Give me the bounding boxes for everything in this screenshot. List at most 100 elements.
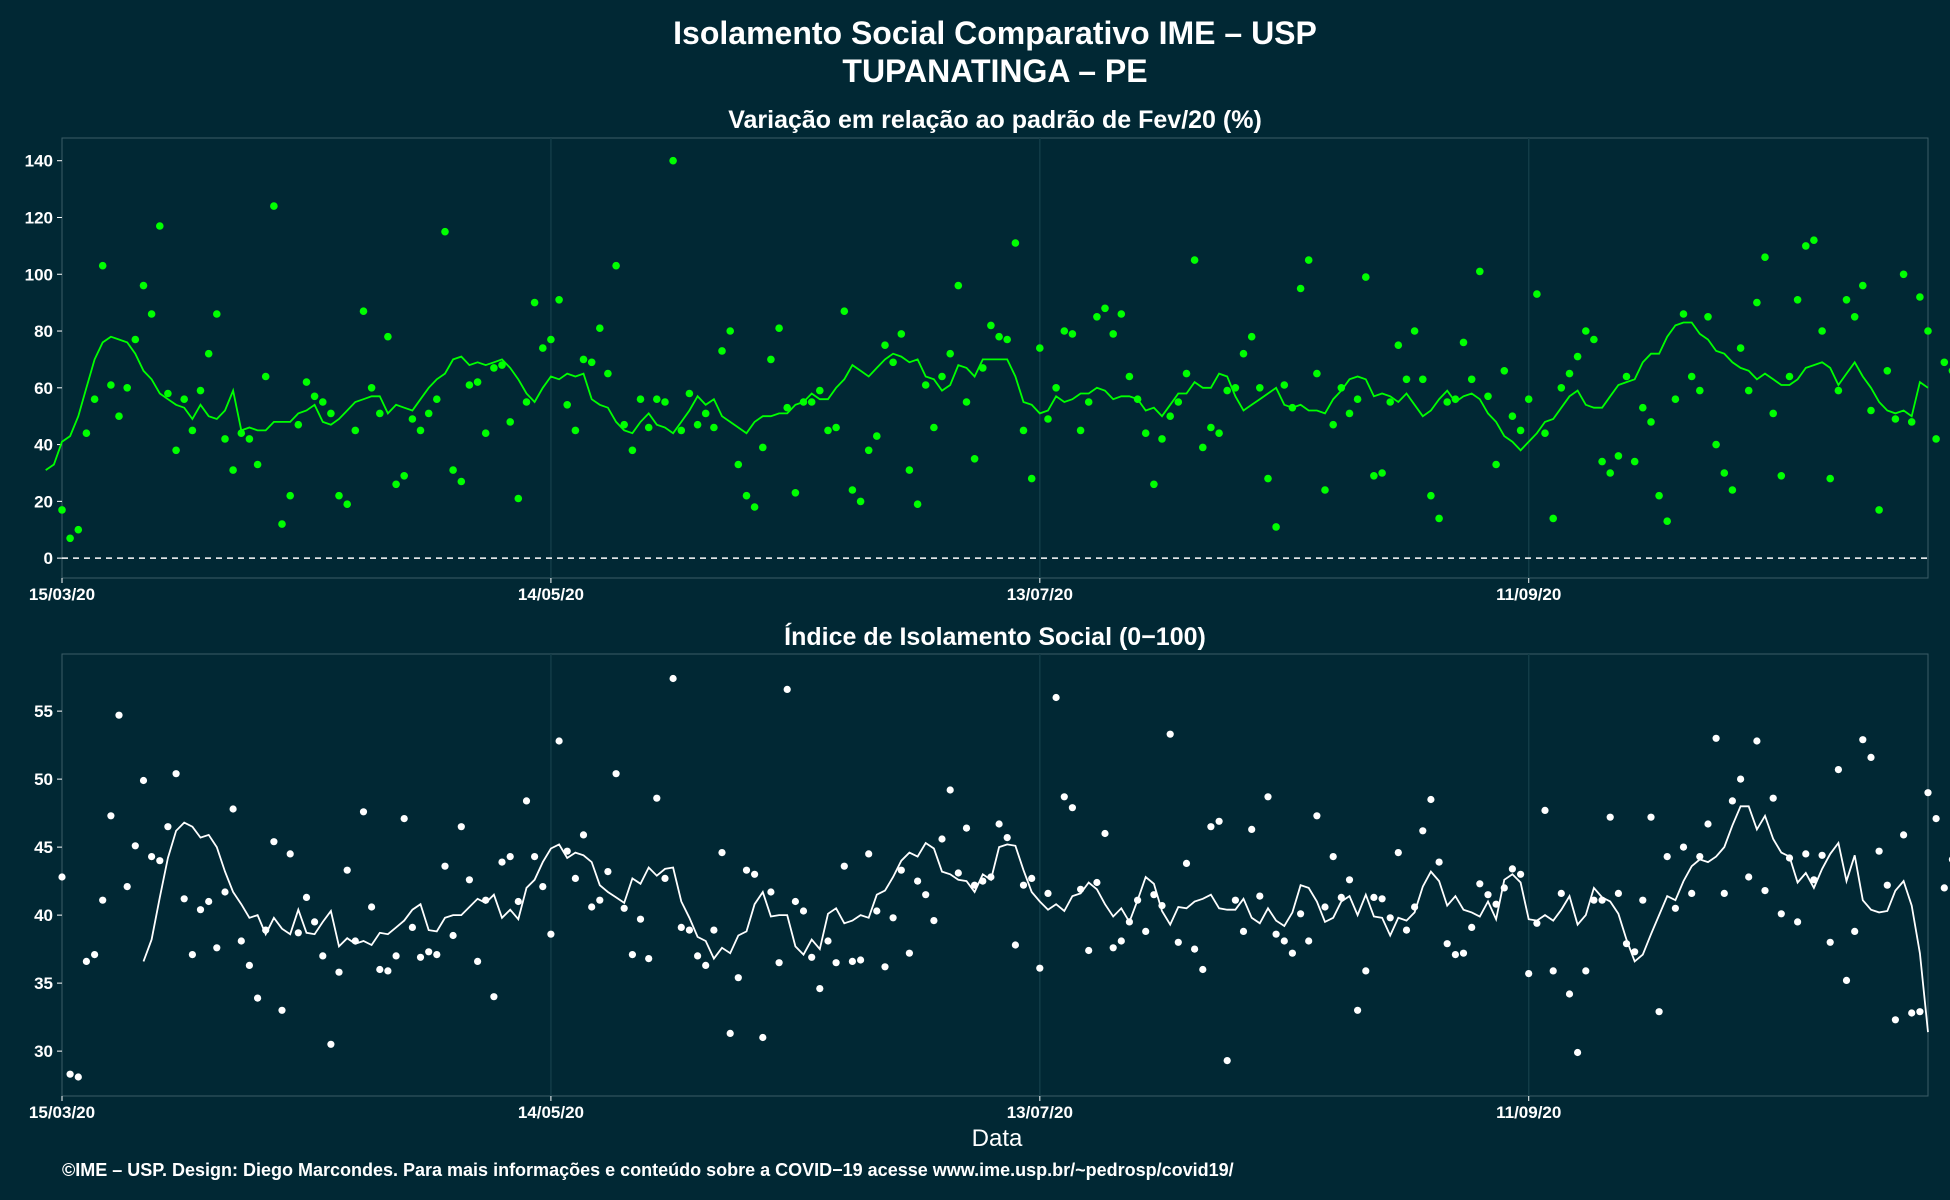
data-point — [644, 423, 653, 432]
data-point — [1859, 281, 1867, 290]
data-point — [1443, 398, 1451, 406]
data-point — [1541, 806, 1549, 815]
data-point — [1728, 486, 1737, 494]
data-point — [1256, 892, 1264, 900]
data-point — [1622, 372, 1631, 381]
data-point — [1582, 967, 1590, 975]
data-point — [1394, 849, 1402, 857]
data-point — [710, 926, 718, 934]
data-point — [1125, 918, 1133, 926]
data-point — [433, 395, 441, 404]
data-point — [1362, 273, 1370, 281]
main-title-line1: Isolamento Social Comparativo IME – USP — [673, 15, 1317, 51]
data-point — [367, 384, 376, 392]
data-point — [392, 952, 400, 960]
data-point — [873, 432, 881, 440]
data-point — [384, 967, 392, 975]
data-point — [1190, 256, 1199, 264]
data-point — [742, 866, 751, 874]
data-point — [1435, 858, 1443, 866]
data-point — [857, 956, 865, 964]
data-point — [628, 951, 637, 959]
data-point — [1468, 923, 1476, 932]
data-point — [1011, 941, 1020, 949]
data-point — [702, 961, 710, 970]
data-point — [1028, 874, 1036, 883]
data-point — [604, 868, 612, 876]
data-point — [734, 974, 742, 982]
data-point — [164, 389, 172, 398]
data-point — [294, 929, 302, 937]
data-point — [1019, 881, 1028, 889]
data-point — [1166, 730, 1174, 738]
data-point — [1891, 1016, 1899, 1024]
data-point — [661, 398, 669, 406]
data-point — [767, 355, 775, 364]
data-point — [775, 959, 783, 967]
data-point — [1084, 398, 1093, 406]
data-point — [1451, 395, 1460, 404]
data-point — [1109, 944, 1117, 952]
data-point — [694, 952, 702, 960]
x-tick-label: 14/05/20 — [518, 1103, 584, 1122]
data-point — [1744, 386, 1753, 395]
data-point — [425, 948, 433, 956]
data-point — [783, 403, 791, 412]
data-point — [482, 896, 490, 904]
data-point — [148, 853, 156, 861]
data-point — [441, 227, 449, 236]
data-point — [750, 503, 759, 511]
data-point — [1630, 457, 1639, 466]
data-point — [1704, 313, 1712, 321]
data-point — [1321, 486, 1329, 494]
y-tick-label: 100 — [25, 265, 53, 284]
data-point — [66, 1070, 74, 1078]
data-point — [1297, 910, 1305, 918]
data-point — [1549, 967, 1557, 975]
data-point — [164, 823, 172, 831]
panel-index: Índice de Isolamento Social (0−100) 30 35… — [29, 622, 1950, 1122]
data-point — [922, 891, 930, 899]
data-point — [547, 930, 555, 938]
data-point — [1133, 395, 1142, 404]
data-point — [620, 420, 628, 429]
panel-index-marks — [58, 674, 1950, 1081]
data-point — [270, 202, 278, 210]
data-point — [1582, 327, 1590, 335]
data-point — [522, 797, 531, 805]
data-point — [905, 466, 914, 474]
data-point — [889, 914, 897, 922]
x-tick-label: 15/03/20 — [29, 1103, 95, 1122]
data-point — [1427, 491, 1435, 500]
data-point — [1419, 827, 1427, 835]
data-point — [465, 381, 474, 389]
y-tick-label: 40 — [34, 436, 53, 455]
data-point — [351, 937, 359, 945]
data-point — [1574, 1048, 1582, 1057]
data-point — [1280, 937, 1288, 945]
data-point — [1851, 927, 1859, 936]
data-point — [1712, 734, 1720, 742]
data-point — [457, 477, 466, 486]
x-tick-label: 11/09/20 — [1496, 585, 1561, 604]
data-point — [1810, 236, 1818, 244]
data-point — [1541, 429, 1549, 438]
data-point — [1517, 870, 1525, 878]
data-point — [1761, 253, 1769, 261]
data-point — [1280, 381, 1289, 389]
data-point — [1655, 491, 1663, 500]
data-point — [710, 423, 718, 432]
data-point — [147, 310, 156, 318]
data-point — [1011, 239, 1020, 247]
data-point — [99, 896, 107, 904]
data-point — [1492, 460, 1500, 469]
data-point — [1696, 386, 1704, 395]
data-point — [1117, 310, 1126, 318]
data-point — [1191, 945, 1199, 953]
x-tick-label: 15/03/20 — [29, 585, 95, 604]
data-point — [669, 156, 677, 165]
data-point — [1125, 372, 1134, 381]
data-point — [213, 944, 221, 952]
data-point — [954, 281, 963, 290]
data-point — [1093, 313, 1101, 321]
